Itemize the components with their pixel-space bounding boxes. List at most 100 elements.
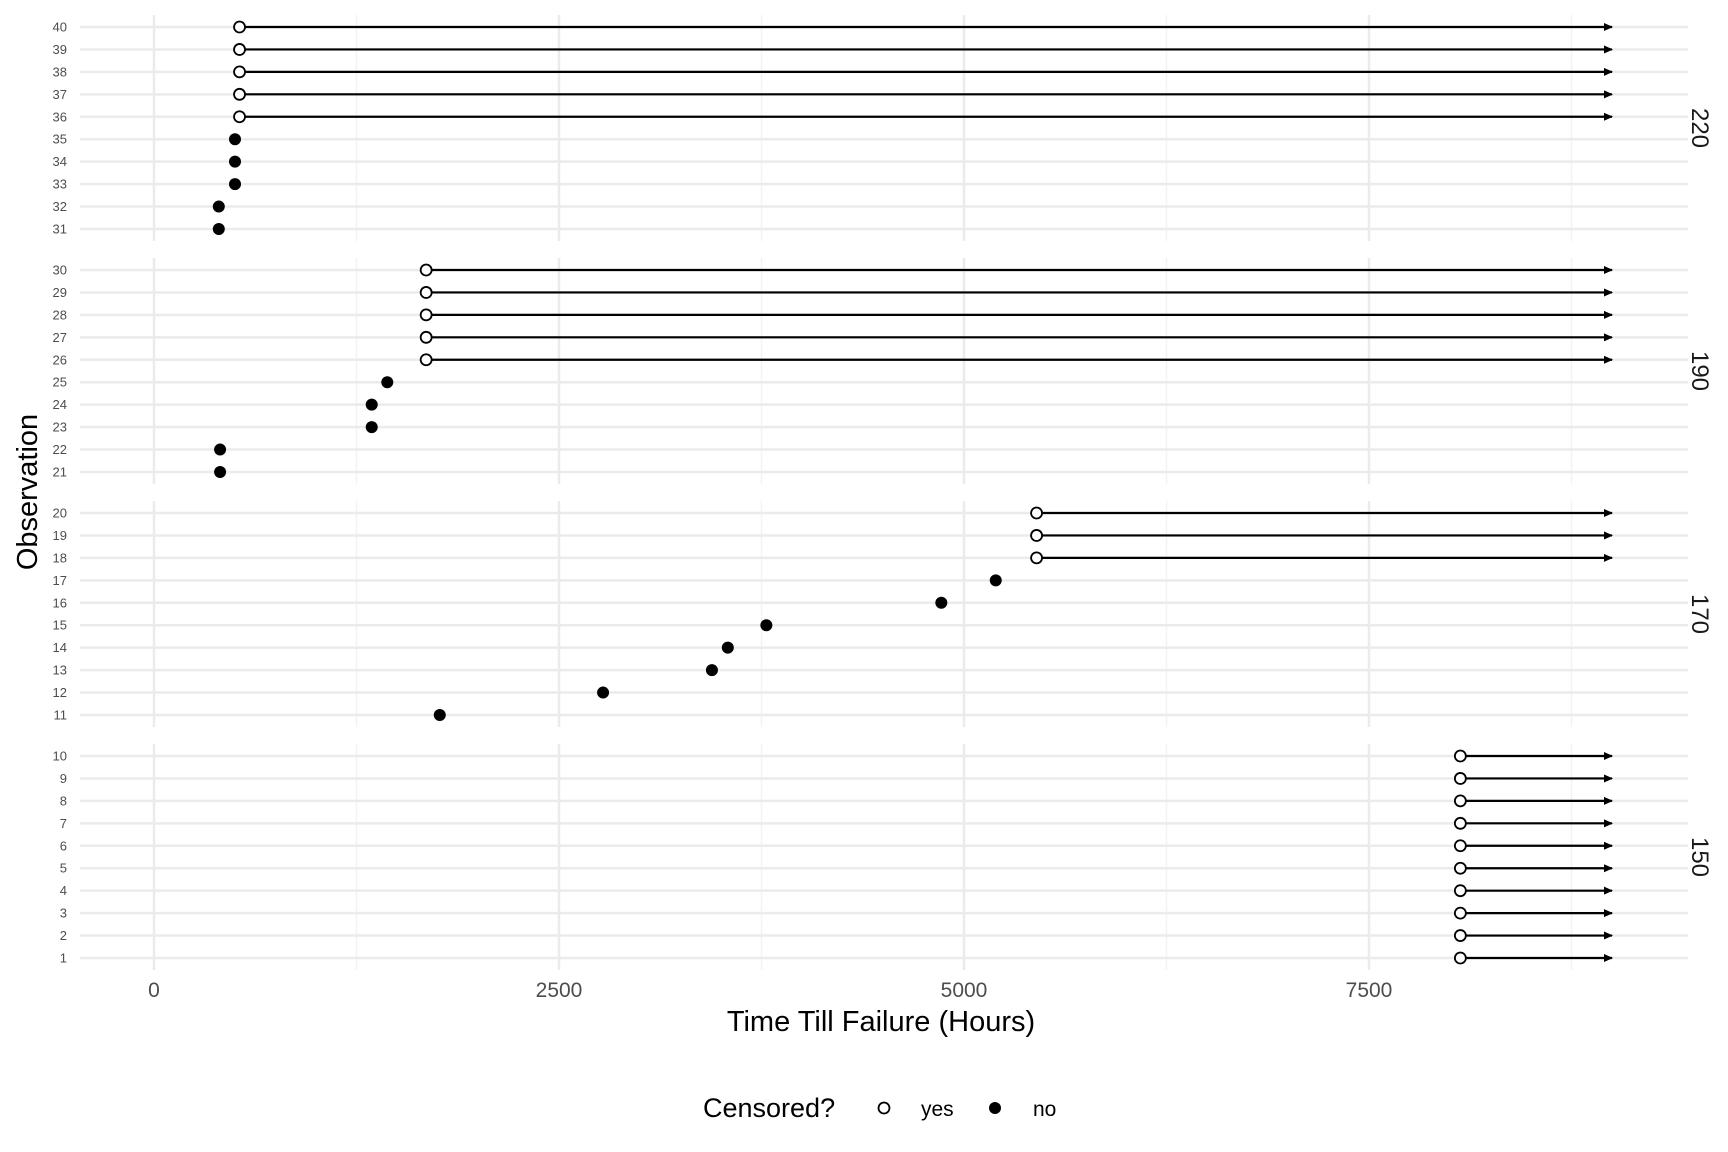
legend: Censored? yes no xyxy=(703,1093,1056,1123)
y-tick-label: 20 xyxy=(53,506,67,521)
censored-point xyxy=(419,263,433,277)
legend-title: Censored? xyxy=(703,1093,835,1123)
censored-point xyxy=(1453,772,1467,785)
censored-point xyxy=(233,87,246,101)
facet-panel-190: 21 22 23 24 25 26 27 28 29 30 190 xyxy=(53,258,1713,484)
y-tick-label: 17 xyxy=(53,573,67,588)
failure-point xyxy=(214,443,227,456)
y-tick-label: 30 xyxy=(53,263,67,278)
failure-point xyxy=(935,596,948,609)
y-tick-label: 38 xyxy=(53,64,67,79)
y-tick-label: 39 xyxy=(53,42,67,57)
y-tick-label: 6 xyxy=(60,838,67,853)
facet-strip-label: 220 xyxy=(1686,108,1713,148)
x-tick-label: 5000 xyxy=(941,979,988,1002)
facet-strip-label: 150 xyxy=(1686,837,1713,877)
y-tick-label: 3 xyxy=(60,906,67,921)
y-tick-label: 7 xyxy=(60,816,67,831)
y-tick-label: 32 xyxy=(53,199,67,214)
censored-point xyxy=(233,43,246,56)
x-axis-title: Time Till Failure (Hours) xyxy=(727,1006,1035,1038)
failure-point xyxy=(212,200,225,213)
y-tick-label: 21 xyxy=(53,465,67,480)
y-tick-label: 1 xyxy=(60,951,67,966)
failure-point xyxy=(229,155,241,168)
facet-strip-label: 170 xyxy=(1686,594,1713,634)
y-tick-label: 26 xyxy=(53,352,67,367)
y-tick-label: 9 xyxy=(60,771,67,786)
y-tick-label: 15 xyxy=(53,618,67,633)
failure-point xyxy=(365,398,378,411)
censored-point xyxy=(419,286,433,299)
y-tick-label: 16 xyxy=(53,595,67,610)
y-tick-label: 19 xyxy=(53,528,67,543)
legend-key-open-circle xyxy=(877,1101,891,1115)
facet-panels: 3132333435363738394022021222324252627282… xyxy=(53,15,1713,970)
censored-point xyxy=(1030,551,1043,565)
y-tick-label: 28 xyxy=(53,307,67,322)
censored-point xyxy=(1453,929,1467,942)
y-tick-label: 24 xyxy=(53,397,67,412)
x-tick-label: 7500 xyxy=(1346,979,1393,1002)
legend-label-no: no xyxy=(1033,1098,1056,1121)
y-tick-label: 13 xyxy=(53,663,67,678)
y-tick-label: 8 xyxy=(60,793,67,808)
censored-point xyxy=(1453,861,1467,875)
failure-point xyxy=(760,619,773,632)
y-tick-label: 33 xyxy=(53,177,67,192)
failure-point xyxy=(214,466,227,478)
failure-point xyxy=(989,574,1002,587)
facet-strip-label: 190 xyxy=(1686,351,1713,391)
censored-point xyxy=(1030,506,1043,520)
y-tick-label: 36 xyxy=(53,109,67,124)
legend-label-yes: yes xyxy=(921,1098,954,1121)
y-tick-label: 31 xyxy=(53,222,67,237)
censored-point xyxy=(1453,951,1467,965)
failure-point xyxy=(721,641,734,654)
censored-point xyxy=(419,353,433,367)
y-tick-label: 37 xyxy=(53,87,67,102)
censored-point xyxy=(419,330,433,344)
facet-panel-170: 11 12 13 14 15 16 17 18 19 20 170 xyxy=(53,501,1713,727)
x-axis: 0 2500 5000 7500 xyxy=(148,979,1392,1002)
censored-point xyxy=(1453,839,1467,853)
censored-point xyxy=(233,20,246,34)
facet-panel-220: 31 32 33 34 35 36 37 38 39 40 220 xyxy=(53,15,1713,241)
censored-point xyxy=(1453,816,1467,830)
x-tick-label: 2500 xyxy=(536,979,583,1002)
y-tick-label: 27 xyxy=(53,330,67,345)
failure-point xyxy=(433,709,446,721)
facet-panel-150: 1 2 3 4 5 6 7 8 9 10 150 xyxy=(53,744,1713,970)
failure-point xyxy=(229,133,241,146)
y-tick-label: 34 xyxy=(53,154,67,169)
y-axis-title: Observation xyxy=(12,414,44,570)
y-tick-label: 23 xyxy=(53,420,67,435)
censored-point xyxy=(1453,749,1467,763)
y-tick-label: 5 xyxy=(60,861,67,876)
censored-point xyxy=(1453,794,1467,808)
y-tick-label: 10 xyxy=(53,749,67,764)
failure-point xyxy=(212,223,225,235)
censored-point xyxy=(1453,906,1467,920)
y-tick-label: 2 xyxy=(60,928,67,943)
y-tick-label: 11 xyxy=(54,708,68,723)
failure-point xyxy=(381,376,394,389)
censored-point xyxy=(1030,529,1043,542)
y-tick-label: 29 xyxy=(53,285,67,300)
censored-point xyxy=(233,65,246,79)
legend-key-filled-circle xyxy=(989,1102,1001,1114)
y-tick-label: 35 xyxy=(53,132,67,147)
x-tick-label: 0 xyxy=(148,979,160,1002)
failure-point xyxy=(365,421,378,434)
failure-point xyxy=(229,178,241,191)
y-tick-label: 40 xyxy=(53,20,67,35)
censored-point xyxy=(1453,884,1467,898)
y-tick-label: 12 xyxy=(53,685,67,700)
y-tick-label: 14 xyxy=(53,640,67,655)
y-tick-label: 25 xyxy=(53,375,67,390)
censored-point xyxy=(233,110,246,124)
censored-point xyxy=(419,308,433,322)
y-tick-label: 22 xyxy=(53,442,67,457)
y-tick-label: 18 xyxy=(53,550,67,565)
